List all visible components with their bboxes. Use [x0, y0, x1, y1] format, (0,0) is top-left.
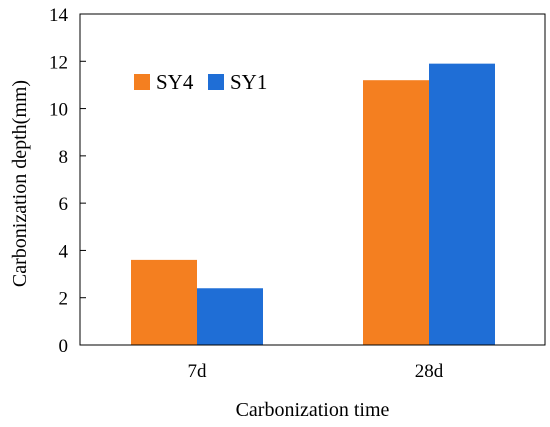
y-tick-label: 6	[59, 194, 69, 215]
axes-group	[79, 13, 546, 346]
y-tick-label: 12	[49, 52, 68, 73]
legend-swatch-sy1	[208, 74, 224, 90]
bar-sy4-7d	[131, 259, 197, 345]
x-axis-label: Carbonization time	[236, 399, 390, 421]
y-tick-label: 10	[49, 100, 68, 121]
legend-label-sy4: SY4	[156, 70, 194, 94]
x-ticks-group: 7d 28d	[188, 361, 444, 382]
y-tick-label: 14	[49, 5, 69, 26]
bar-sy4-28d	[363, 80, 429, 345]
y-tick-label: 8	[59, 147, 69, 168]
legend: SY4 SY1	[134, 70, 267, 94]
y-axis-label: Carbonization depth(mm)	[9, 80, 31, 287]
y-tick-label: 2	[59, 289, 69, 310]
y-tick-label: 4	[59, 241, 69, 262]
y-ticks-group: 0 2 4 6 8 10 12 14	[49, 5, 86, 357]
bars-group	[131, 63, 495, 346]
x-tick-label: 28d	[415, 361, 444, 382]
legend-label-sy1: SY1	[230, 70, 267, 94]
legend-swatch-sy4	[134, 74, 150, 90]
bar-sy1-28d	[429, 63, 495, 346]
plot-frame	[79, 13, 546, 346]
x-tick-label: 7d	[188, 361, 208, 382]
y-tick-label: 0	[59, 336, 69, 357]
bar-sy1-7d	[197, 288, 263, 345]
